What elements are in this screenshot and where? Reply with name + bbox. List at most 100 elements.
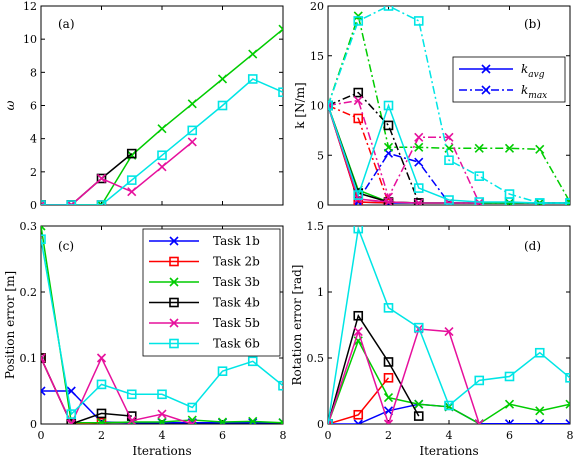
data-point [126, 389, 137, 400]
x-tick-label: 6 [506, 429, 513, 442]
data-point [504, 198, 515, 205]
panel-label: (b) [524, 17, 541, 31]
legend: Task 1b Task 2b Task 3b Task 4b Task 5b Task … [142, 228, 281, 357]
data-point [247, 74, 258, 84]
series-line-task-6b [41, 239, 283, 416]
series-group [328, 226, 570, 424]
y-tick-label: 6 [30, 100, 37, 113]
data-point [414, 157, 424, 167]
x-tick-label: 2 [385, 429, 392, 442]
data-point [353, 113, 364, 124]
data-point [41, 353, 46, 363]
y-tick-label: 15 [310, 50, 324, 63]
data-point [413, 16, 424, 26]
series-line-task-4b-max [328, 91, 420, 204]
data-point [66, 409, 77, 419]
legend-marker [169, 338, 179, 349]
data-point [565, 399, 570, 409]
data-point [187, 419, 197, 424]
legend-label: Task 5b [213, 316, 260, 330]
y-tick-label: 1 [317, 286, 324, 299]
data-point [534, 347, 545, 358]
data-point [383, 393, 394, 403]
x-tick-label: 4 [446, 429, 453, 442]
data-point [217, 417, 228, 424]
data-point [535, 419, 545, 424]
series-line-task-6b-avg [328, 103, 570, 204]
y-tick-label: 8 [30, 66, 37, 79]
data-point [187, 402, 198, 413]
y-tick-label: 0.1 [20, 352, 38, 365]
series-line-task-5b [41, 141, 193, 205]
data-point [414, 132, 424, 142]
y-tick-label: 10 [310, 100, 324, 113]
data-point [414, 198, 424, 205]
legend-label: Task 6b [213, 337, 260, 351]
series-line-task-5b-avg [328, 105, 480, 204]
data-point [504, 143, 515, 153]
data-point [96, 353, 107, 363]
y-tick-label: 1.5 [307, 220, 325, 233]
x-tick-label: 4 [159, 429, 166, 442]
panel-b: 0 5 10 15 20 k [N/m] (b) kavg kmax [293, 0, 571, 212]
series-group [328, 6, 570, 205]
data-point [383, 419, 394, 424]
x-tick-label: 2 [98, 429, 105, 442]
x-axis-label: Iterations [419, 444, 478, 458]
data-point [383, 357, 394, 367]
data-point [383, 192, 394, 202]
data-point [157, 124, 167, 134]
data-point [414, 399, 424, 409]
data-point [66, 200, 76, 205]
data-point [353, 95, 363, 106]
data-point [353, 87, 364, 98]
data-point [444, 132, 454, 142]
legend-label: Task 2b [213, 255, 260, 269]
legend-marker [481, 64, 491, 74]
y-axis-label: ω [3, 100, 17, 110]
data-point [96, 418, 107, 424]
data-point [328, 419, 333, 424]
data-point [353, 310, 364, 321]
y-tick-label: 20 [310, 0, 324, 13]
legend-marker [169, 318, 179, 328]
data-point [41, 234, 46, 244]
data-point [504, 371, 515, 382]
panel-c: 0 2 4 6 8 0 0.1 0.2 0.3 Iterations Position error … [3, 220, 287, 458]
data-point [328, 100, 333, 111]
y-tick-label: 0 [30, 418, 37, 431]
series-line-task-1b-max [328, 105, 570, 204]
y-tick-label: 0.2 [20, 286, 38, 299]
data-point [353, 11, 363, 21]
data-point [565, 198, 570, 205]
data-point [383, 303, 394, 313]
data-point [278, 24, 283, 34]
data-point [157, 162, 167, 172]
x-tick-label: 6 [219, 429, 226, 442]
data-point [504, 419, 515, 424]
legend-marker [169, 277, 179, 287]
data-point [383, 120, 394, 131]
data-point [187, 137, 197, 147]
legend-label: Task 4b [213, 296, 260, 310]
data-point [444, 327, 454, 337]
series-line-task-6b [41, 78, 283, 205]
data-point [353, 327, 363, 337]
data-point [413, 183, 424, 193]
data-point [96, 200, 107, 205]
data-point [217, 74, 228, 84]
data-point [413, 411, 424, 421]
data-point [157, 409, 167, 419]
data-point [534, 198, 545, 205]
series-group [41, 24, 283, 205]
data-point [66, 419, 76, 424]
data-point [157, 417, 167, 424]
data-point [353, 226, 364, 234]
y-tick-label: 10 [23, 33, 37, 46]
y-tick-label: 0 [30, 199, 37, 212]
panel-label: (d) [524, 239, 541, 253]
legend-label: kavg [521, 62, 545, 80]
panel-label: (c) [58, 239, 74, 253]
data-point [383, 6, 394, 11]
data-point [565, 419, 570, 424]
